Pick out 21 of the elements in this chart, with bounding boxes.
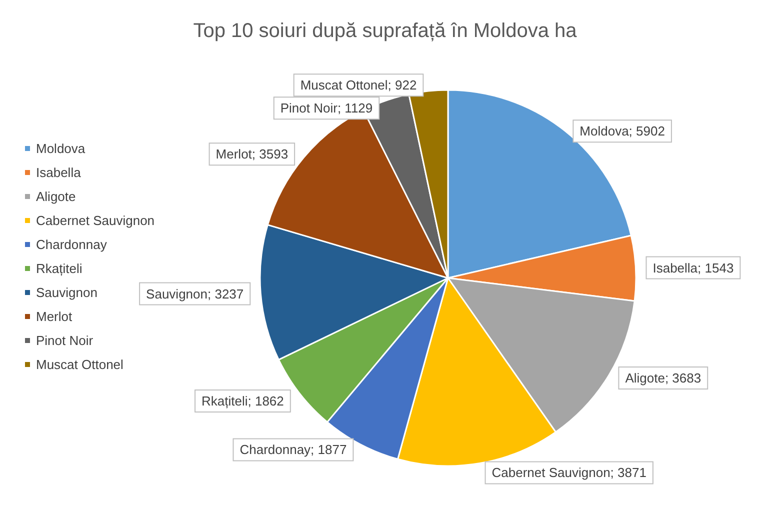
- legend-label: Rkațiteli: [36, 261, 82, 276]
- data-label: Isabella; 1543: [652, 260, 734, 276]
- data-label: Sauvignon; 3237: [146, 286, 244, 302]
- data-label: Chardonnay; 1877: [240, 442, 347, 458]
- legend-label: Muscat Ottonel: [36, 357, 124, 372]
- data-label: Muscat Ottonel; 922: [300, 78, 417, 93]
- data-label: Merlot; 3593: [216, 146, 288, 162]
- data-label: Rkațiteli; 1862: [202, 394, 284, 409]
- data-label: Moldova; 5902: [580, 124, 665, 139]
- data-label: Pinot Noir; 1129: [280, 100, 373, 116]
- legend-label: Sauvignon: [36, 285, 98, 300]
- legend-label: Chardonnay: [36, 237, 108, 252]
- legend-label: Pinot Noir: [36, 333, 94, 348]
- data-label: Cabernet Sauvignon; 3871: [492, 465, 646, 480]
- legend-label: Isabella: [36, 165, 82, 180]
- data-label: Aligote; 3683: [625, 370, 702, 386]
- legend-label: Moldova: [36, 141, 86, 156]
- legend-label: Cabernet Sauvignon: [36, 213, 155, 228]
- legend-label: Merlot: [36, 309, 73, 324]
- legend-label: Aligote: [36, 189, 76, 204]
- chart-title: Top 10 soiuri după suprafață în Moldova ha: [193, 20, 578, 42]
